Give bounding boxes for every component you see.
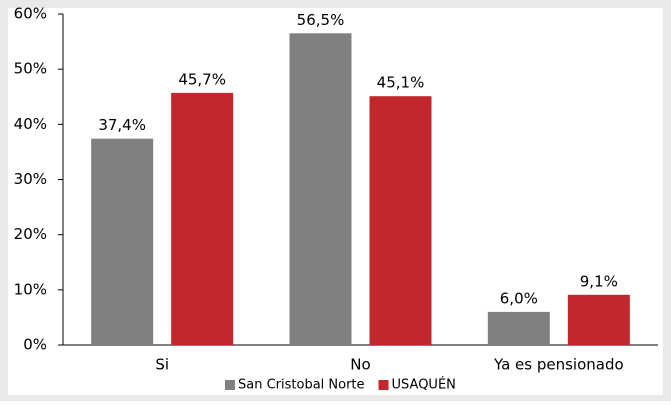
y-tick-label: 50% [14, 60, 47, 78]
value-label: 45,1% [377, 74, 425, 92]
legend-label: San Cristobal Norte [238, 378, 365, 393]
x-tick-label: Si [155, 356, 169, 374]
y-tick-label: 30% [14, 170, 47, 188]
bar [487, 311, 550, 345]
x-tick-label: Ya es pensionado [493, 356, 624, 374]
y-tick-label: 60% [14, 5, 47, 23]
y-tick-label: 0% [23, 336, 47, 354]
bar [171, 92, 234, 345]
value-label: 56,5% [297, 11, 345, 29]
legend-swatch [378, 380, 389, 390]
value-label: 9,1% [580, 272, 618, 290]
value-label: 6,0% [500, 289, 538, 307]
bar [567, 294, 630, 345]
y-tick-label: 10% [14, 280, 47, 298]
value-label: 37,4% [98, 116, 146, 134]
value-label: 45,7% [178, 70, 226, 88]
legend-label: USAQUÉN [392, 377, 456, 393]
y-tick-label: 40% [14, 115, 47, 133]
bar [369, 96, 432, 345]
bar [289, 33, 352, 345]
y-tick-label: 20% [14, 225, 47, 243]
bar [91, 138, 154, 345]
x-tick-label: No [350, 356, 370, 374]
legend-swatch [225, 380, 235, 390]
